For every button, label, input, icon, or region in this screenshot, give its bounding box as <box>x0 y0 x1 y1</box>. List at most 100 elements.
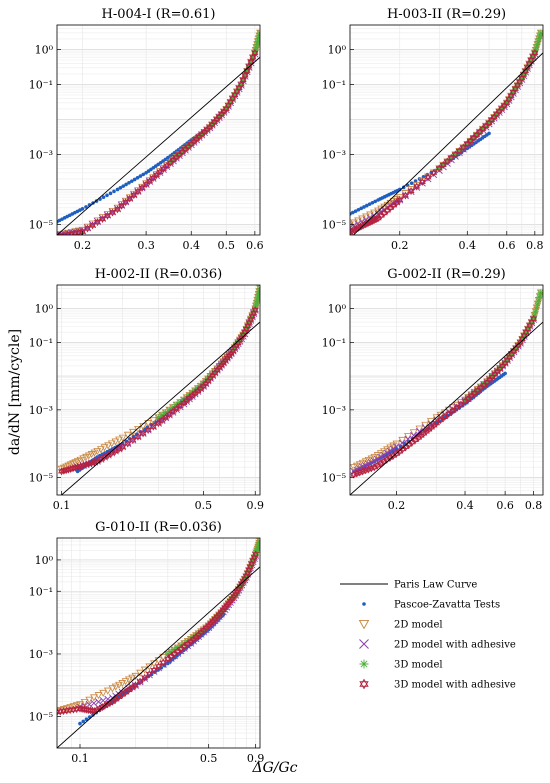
data-point <box>503 371 507 376</box>
legend: Paris Law Curve Pascoe-Zavatta Tests 2D mo… <box>340 580 516 691</box>
data-point <box>104 442 113 450</box>
data-point <box>94 692 103 700</box>
y-tick-label: 10⁻⁵ <box>322 471 346 484</box>
data-point <box>443 157 451 166</box>
data-point <box>97 446 105 454</box>
data-point <box>124 676 133 684</box>
data-point <box>457 400 465 409</box>
data-point <box>535 35 543 42</box>
data-point <box>195 133 203 140</box>
data-point <box>505 96 513 103</box>
data-point <box>206 124 213 131</box>
data-point <box>138 174 143 178</box>
data-point <box>506 353 513 361</box>
data-point <box>124 439 132 448</box>
data-point <box>90 694 98 702</box>
data-point <box>370 209 378 217</box>
data-point <box>119 442 127 451</box>
data-point <box>249 53 257 62</box>
axes-frame <box>349 284 544 496</box>
data-point <box>127 180 131 185</box>
data-point <box>424 173 432 182</box>
data-point <box>508 350 515 358</box>
data-point <box>129 436 137 445</box>
data-point <box>255 290 260 298</box>
x-tick-label: 0.8 <box>526 239 544 252</box>
series-3d-model-with-adhesive <box>57 550 260 717</box>
data-point <box>432 414 441 422</box>
data-point <box>514 342 522 349</box>
data-point <box>141 673 149 682</box>
data-point <box>198 131 206 138</box>
legend-marker-dot <box>362 602 366 606</box>
data-point <box>441 412 449 421</box>
data-point <box>162 413 170 422</box>
data-point <box>104 211 111 220</box>
data-point <box>524 325 532 333</box>
y-tick-label: 10⁰ <box>35 43 54 56</box>
data-point <box>534 41 541 48</box>
x-tick-label: 0.4 <box>182 239 200 252</box>
data-point <box>354 217 362 225</box>
data-point <box>526 60 533 67</box>
data-point <box>392 440 401 448</box>
data-point <box>495 108 503 115</box>
data-point <box>531 311 538 319</box>
x-tick-label: 0.6 <box>246 239 264 252</box>
axes-frame <box>56 537 261 749</box>
data-point <box>114 205 121 214</box>
data-point <box>100 444 109 452</box>
legend-entry: 3D model with adhesive <box>359 678 516 691</box>
x-tick-label: 0.5 <box>218 239 236 252</box>
data-point <box>193 135 200 143</box>
data-point <box>245 566 253 574</box>
data-point <box>532 308 539 315</box>
legend-label: 3D model with adhesive <box>394 680 516 691</box>
y-tick-label: 10⁻⁵ <box>29 711 53 724</box>
data-point <box>66 704 75 712</box>
data-point <box>249 312 256 319</box>
data-point <box>504 356 511 363</box>
data-point <box>386 447 394 455</box>
data-point <box>536 32 543 39</box>
data-point <box>514 82 521 89</box>
legend-marker-x <box>359 639 369 649</box>
data-point <box>440 161 447 169</box>
x-tick-label: 0.6 <box>496 499 514 512</box>
data-point <box>141 172 146 177</box>
data-point <box>251 306 259 315</box>
data-point <box>493 111 500 118</box>
paris-law-line <box>350 321 543 495</box>
data-point <box>358 459 367 467</box>
data-point <box>211 118 218 126</box>
data-point <box>243 325 250 333</box>
data-point <box>439 160 447 169</box>
x-tick-label: 0.4 <box>459 239 477 252</box>
data-point <box>134 432 142 441</box>
data-point <box>396 196 404 204</box>
data-point <box>149 422 157 431</box>
data-point <box>255 35 260 42</box>
data-point <box>433 419 441 428</box>
legend-entry: Pascoe-Zavatta Tests <box>362 600 500 611</box>
data-point <box>111 683 120 691</box>
x-tick-label: 0.8 <box>525 499 543 512</box>
data-point <box>244 569 251 577</box>
x-axis-label: ΔG/Gc <box>251 760 297 776</box>
data-point <box>254 543 260 550</box>
data-point <box>444 158 451 165</box>
data-point <box>173 401 180 408</box>
data-point <box>404 433 412 441</box>
data-point <box>351 210 355 215</box>
data-point <box>235 585 242 593</box>
data-point <box>215 113 223 120</box>
x-tick-label: 0.2 <box>74 239 92 252</box>
data-point <box>256 287 260 295</box>
data-point <box>165 410 173 419</box>
y-tick-label: 10⁰ <box>328 43 347 56</box>
plot-area <box>350 29 543 235</box>
data-point <box>519 335 526 343</box>
data-point <box>247 563 254 571</box>
data-point <box>518 75 526 82</box>
